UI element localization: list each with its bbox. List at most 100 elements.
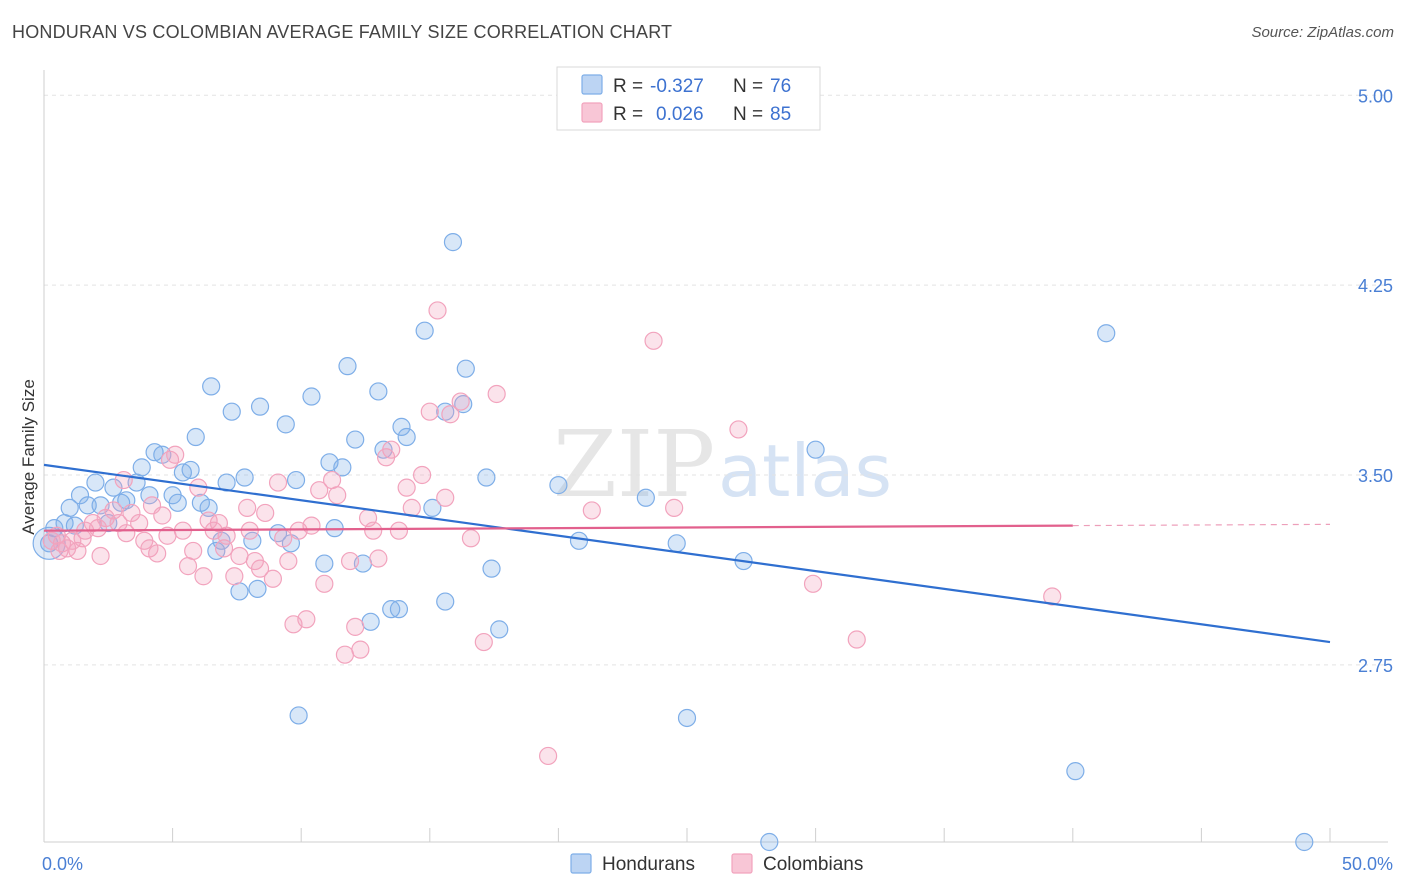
stats-r-value-hondurans: -0.327 [650, 76, 704, 97]
point-hondurans-70 [760, 832, 779, 852]
point-hondurans-63 [490, 620, 509, 639]
point-colombians-35 [238, 498, 257, 517]
chart-title: HONDURAN VS COLOMBIAN AVERAGE FAMILY SIZ… [12, 22, 673, 42]
legend-swatch-colombians [731, 853, 753, 874]
point-colombians-76 [665, 498, 684, 517]
point-colombians-58 [369, 549, 388, 568]
point-hondurans-2 [60, 498, 79, 517]
point-cluster-large [32, 526, 66, 560]
point-colombians-69 [451, 392, 470, 411]
stats-swatch-hondurans [581, 74, 603, 95]
stats-n-value-hondurans: 76 [770, 76, 791, 97]
point-colombians-51 [328, 486, 347, 505]
point-colombians-39 [256, 503, 275, 523]
point-hondurans-71 [806, 440, 825, 459]
point-colombians-73 [539, 746, 558, 766]
point-hondurans-43 [333, 458, 352, 477]
point-hondurans-24 [202, 377, 221, 396]
point-hondurans-29 [230, 582, 249, 601]
stats-r-label-hondurans: R = [613, 76, 643, 97]
point-hondurans-59 [454, 395, 473, 414]
point-colombians-34 [230, 546, 249, 566]
point-hondurans-4 [70, 486, 90, 505]
point-colombians-18 [148, 544, 167, 563]
point-colombians-54 [346, 617, 365, 636]
point-hondurans-30 [235, 468, 254, 487]
y-tick-label: 2.75 [1358, 656, 1393, 676]
point-colombians-61 [389, 521, 409, 540]
point-hondurans-62 [482, 559, 501, 578]
point-colombians-52 [335, 645, 355, 664]
point-colombians-81 [42, 531, 61, 550]
point-colombians-62 [397, 478, 416, 497]
point-hondurans-66 [636, 488, 655, 507]
y-tick-label: 3.50 [1358, 466, 1393, 486]
point-hondurans-53 [397, 427, 416, 447]
point-colombians-22 [166, 445, 185, 464]
gridlines [43, 92, 1388, 842]
point-hondurans-68 [677, 708, 697, 728]
stats-r-label-colombians: R = [613, 104, 643, 125]
point-hondurans-40 [315, 554, 334, 573]
point-hondurans-60 [456, 359, 475, 378]
point-colombians-84 [88, 519, 108, 538]
point-hondurans-18 [168, 493, 187, 512]
trend-line-colombians-extension [1072, 523, 1331, 527]
point-hondurans-55 [423, 498, 442, 517]
point-colombians-65 [420, 402, 439, 421]
point-colombians-74 [582, 501, 601, 520]
point-hondurans-9 [104, 478, 123, 497]
point-colombians-67 [436, 488, 455, 507]
point-colombians-19 [153, 506, 172, 525]
point-colombians-21 [160, 450, 180, 469]
point-hondurans-37 [286, 470, 306, 490]
point-hondurans-32 [248, 579, 267, 598]
trend-lines [43, 463, 1331, 644]
x-tick-labels: 0.0% 50.0% [42, 854, 1393, 874]
point-hondurans-47 [361, 612, 380, 631]
point-hondurans-56 [436, 592, 455, 611]
point-hondurans-73 [1097, 324, 1116, 343]
watermark-zip: ZIP [553, 411, 715, 518]
point-hondurans-20 [181, 460, 200, 480]
point-colombians-14 [130, 513, 149, 533]
point-colombians-66 [428, 301, 447, 320]
point-hondurans-13 [132, 458, 151, 477]
point-hondurans-45 [346, 430, 365, 449]
axes [43, 70, 1388, 843]
point-colombians-68 [441, 405, 460, 424]
point-hondurans-21 [186, 427, 205, 447]
y-tick-label: 4.25 [1358, 276, 1393, 296]
point-colombians-24 [178, 557, 198, 576]
point-hondurans-50 [382, 600, 401, 619]
stats-n-value-colombians: 85 [770, 104, 791, 125]
point-colombians-38 [250, 559, 270, 578]
x-tick-label-min: 0.0% [42, 854, 83, 874]
point-colombians-71 [474, 632, 493, 652]
point-colombians-72 [487, 384, 506, 404]
point-hondurans-51 [389, 600, 409, 619]
point-colombians-40 [263, 569, 283, 588]
point-colombians-64 [412, 465, 432, 485]
point-hondurans-44 [338, 357, 357, 376]
point-colombians-47 [302, 516, 321, 535]
point-hondurans-38 [289, 706, 308, 725]
legend-swatch-hondurans [570, 853, 592, 874]
source-credit: Source: ZipAtlas.com [1251, 24, 1394, 41]
point-hondurans-72 [1066, 762, 1085, 781]
y-axis-label: Average Family Size [19, 379, 38, 535]
stats-swatch-colombians [581, 102, 603, 123]
point-colombians-48 [310, 481, 329, 500]
point-colombians-42 [274, 529, 293, 548]
watermark: ZIP atlas [553, 411, 892, 518]
point-colombians-57 [364, 521, 383, 540]
point-hondurans-33 [250, 397, 270, 416]
point-colombians-55 [351, 640, 370, 659]
point-hondurans-39 [302, 387, 321, 406]
point-hondurans-48 [369, 382, 388, 401]
point-hondurans-74 [1295, 832, 1314, 852]
point-colombians-43 [279, 551, 298, 571]
point-colombians-82 [50, 541, 69, 561]
point-colombians-7 [91, 546, 110, 566]
point-hondurans-6 [86, 473, 105, 492]
